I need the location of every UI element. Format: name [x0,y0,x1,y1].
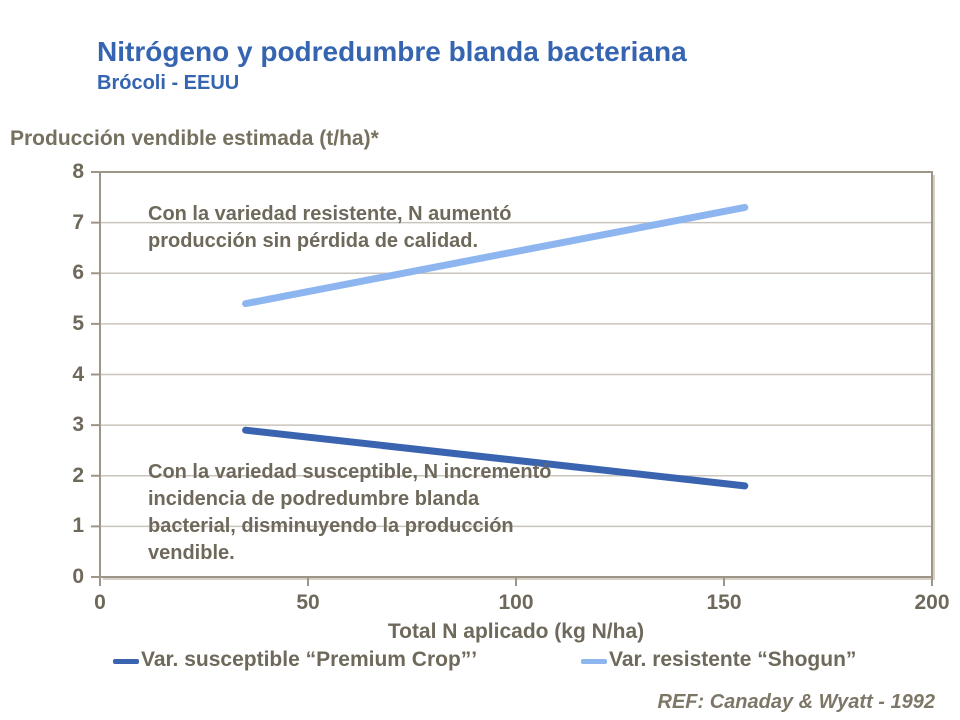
x-axis-title: Total N aplicado (kg N/ha) [387,620,645,643]
y-tick-label: 0 [72,565,84,588]
y-tick-label: 3 [72,413,84,437]
series-line-susceptible [242,426,749,490]
annotation-line: vendible. [148,542,235,564]
y-tick-label: 8 [72,160,84,183]
x-tick-label: 0 [94,591,106,614]
annotation-susceptible: Con la variedad susceptible, N increment… [148,459,588,567]
resistant-line-swatch [581,658,607,664]
y-tick-label: 7 [72,210,84,234]
x-tick-label: 50 [296,591,320,614]
y-tick-label: 5 [72,311,84,335]
legend: Var. susceptible “Premium Crop”’ Var. re… [0,648,960,678]
y-tick-label: 6 [72,261,84,285]
annotation-line: producción sin pérdida de calidad. [148,230,479,252]
y-tick-label: 2 [72,463,84,487]
y-axis-title: Producción vendible estimada (t/ha)* [10,127,379,150]
legend-item-resistente: Var. resistente “Shogun” [581,648,856,672]
x-tick-label: 100 [498,591,534,614]
page-subtitle: Brócoli - EEUU [97,72,240,94]
annotation-line: Con la variedad resistente, N aumentó [148,203,512,225]
series-line-resistente [242,203,749,308]
susceptible-line-swatch [113,658,139,664]
y-tick-label: 1 [72,514,84,538]
y-tick-label: 4 [72,362,84,386]
plot-shadow [103,175,935,580]
reference-text: REF: Canaday & Wyatt - 1992 [657,691,936,713]
page-title: Nitrógeno y podredumbre blanda bacterian… [97,36,687,67]
annotation-line: Con la variedad susceptible, N increment… [148,461,552,483]
legend-item-susceptible: Var. susceptible “Premium Crop”’ [113,648,477,672]
x-tick-label: 200 [914,591,950,614]
annotation-line: bacterial, disminuyendo la producción [148,515,514,537]
x-tick-label: 150 [706,591,742,614]
legend-label-susceptible: Var. susceptible “Premium Crop”’ [141,648,478,671]
legend-label-resistente: Var. resistente “Shogun” [609,648,857,671]
annotation-resistant: Con la variedad resistente, N aumentó pr… [148,201,568,255]
annotation-line: incidencia de podredumbre blanda [148,488,480,510]
